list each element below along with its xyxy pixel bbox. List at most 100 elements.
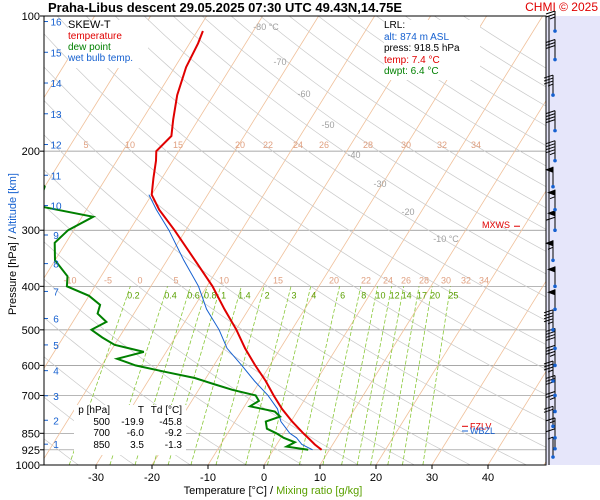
mixing-ratio-label: 0.2 — [127, 290, 140, 300]
temp-tick-label: 40 — [482, 472, 494, 484]
isotherm-label: 30 — [401, 140, 411, 150]
dry-adiabat — [201, 16, 546, 252]
mixing-ratio-label: 6 — [340, 290, 345, 300]
y-axis-label: Pressure [hPa] / Altitude [km] — [7, 159, 19, 329]
dry-adiabat — [230, 16, 546, 230]
wind-barb — [545, 327, 557, 351]
temperature-profile — [150, 30, 323, 451]
isotherm-line — [44, 16, 207, 279]
table-header: Td [°C] — [150, 405, 182, 416]
wind-barb — [545, 110, 557, 133]
plot-frame — [43, 15, 547, 466]
theta-label: -70 — [273, 57, 286, 67]
dry-adiabat — [44, 100, 546, 448]
isotherm-label: 32 — [437, 140, 447, 150]
isotherm-label: -10 — [63, 275, 76, 285]
isotherm-label: 20 — [329, 275, 339, 285]
temp-tick-label: -30 — [88, 472, 104, 484]
mixing-ratio-label: 0.4 — [164, 290, 177, 300]
theta-label: -40 — [347, 150, 360, 160]
altitude-tick-label: 7 — [53, 287, 59, 298]
mixing-ratio-line — [245, 286, 292, 465]
dry-adiabat — [143, 16, 546, 298]
legend-title: SKEW-T — [68, 19, 111, 31]
theta-label: -10 °C — [433, 234, 459, 244]
isotherm-label: 15 — [173, 140, 183, 150]
wind-barb — [547, 436, 555, 459]
mixing-ratio-label: 8 — [361, 290, 366, 300]
dry-adiabat — [172, 16, 546, 275]
wind-barb — [547, 289, 557, 312]
table-row: 700 -6.0 -9.2 — [74, 428, 186, 440]
wind-barb — [545, 240, 555, 263]
mixing-ratio-label: 0.6 — [187, 290, 200, 300]
isotherm-line — [44, 16, 319, 460]
mxws-label: MXWS — [482, 220, 510, 230]
mixing-ratio-line — [422, 286, 451, 465]
wind-barb — [545, 140, 557, 163]
mixing-ratio-label: 17 — [417, 290, 427, 300]
altitude-tick-label: 8 — [53, 260, 59, 271]
mixing-ratio-label: 25 — [448, 290, 458, 300]
dry-adiabat — [56, 16, 546, 370]
legend-wetbulb: wet bulb temp. — [68, 53, 134, 64]
temp-tick-label: 20 — [370, 472, 382, 484]
dry-adiabat — [259, 16, 546, 209]
isotherm-label: 34 — [471, 140, 481, 150]
dry-adiabat — [44, 204, 415, 465]
table-cell: 700 — [93, 428, 110, 439]
mixing-ratio-label: 10 — [376, 290, 386, 300]
mixing-ratio-line — [387, 286, 420, 465]
lrl-title: LRL: — [384, 20, 406, 31]
altitude-tick-label: 6 — [53, 315, 59, 326]
level-table: p [hPa] T Td [°C] 500 -19.9 -45.8 700 -6… — [74, 405, 186, 455]
x-axis-label: Temperature [°C] / Mixing ratio [g/kg] — [0, 485, 546, 497]
altitude-tick-label: 12 — [50, 141, 62, 152]
copyright: CHMI © 2025 — [525, 0, 598, 14]
table-header-row: p [hPa] T Td [°C] — [74, 405, 186, 417]
dry-adiabat — [44, 134, 527, 465]
legend-dewpoint: dew point — [68, 42, 111, 53]
isotherm-line — [487, 370, 546, 465]
theta-label: -30 — [373, 179, 386, 189]
mixing-ratio-line — [215, 286, 265, 465]
temp-tick-label: -20 — [144, 472, 160, 484]
wind-barb — [545, 39, 557, 62]
y-axis-label-sep: / — [7, 236, 19, 240]
mixing-ratio-line — [322, 286, 362, 465]
table-cell: -9.2 — [164, 428, 182, 439]
isotherm-label: 15 — [273, 275, 283, 285]
isotherm-label: -5 — [104, 275, 112, 285]
altitude-tick-label: 9 — [53, 231, 59, 242]
lrl-dwpt: dwpt: 6.4 °C — [384, 66, 439, 77]
plot-background — [44, 16, 546, 465]
lrl-press: press: 918.5 hPa — [384, 43, 460, 54]
isotherm-label: 30 — [441, 275, 451, 285]
mixing-ratio-line — [370, 286, 405, 465]
dry-adiabat — [44, 169, 471, 465]
mixing-ratio-label: 12 — [390, 290, 400, 300]
lrl-box: LRL: alt: 874 m ASL press: 918.5 hPa tem… — [384, 20, 480, 80]
isotherm-label: 24 — [383, 275, 393, 285]
mixing-ratio-line — [341, 286, 378, 465]
chart-title: Praha-Libus descent 29.05.2025 07:30 UTC… — [48, 0, 403, 15]
table-cell: -19.9 — [121, 416, 144, 428]
dry-adiabat — [85, 16, 546, 345]
wind-barb — [545, 10, 557, 33]
isotherm-label: 10 — [125, 140, 135, 150]
dry-adiabat — [44, 317, 247, 465]
wind-barb — [545, 166, 555, 189]
pressure-tick-label: 500 — [22, 325, 40, 337]
table-row: 500 -19.9 -45.8 — [74, 417, 186, 429]
fzl-label: FZLV — [470, 421, 491, 431]
isotherm-label: 26 — [401, 275, 411, 285]
dry-adiabat — [114, 16, 546, 321]
isotherm-label: 26 — [319, 140, 329, 150]
mixing-ratio-label: 1.4 — [238, 290, 251, 300]
altitude-tick-label: 5 — [53, 341, 59, 352]
mixing-ratio-line — [267, 286, 312, 465]
table-cell: -45.8 — [159, 416, 182, 428]
temp-tick-label: -10 — [200, 472, 216, 484]
y-axis-label-pressure: Pressure [hPa] — [7, 242, 19, 315]
